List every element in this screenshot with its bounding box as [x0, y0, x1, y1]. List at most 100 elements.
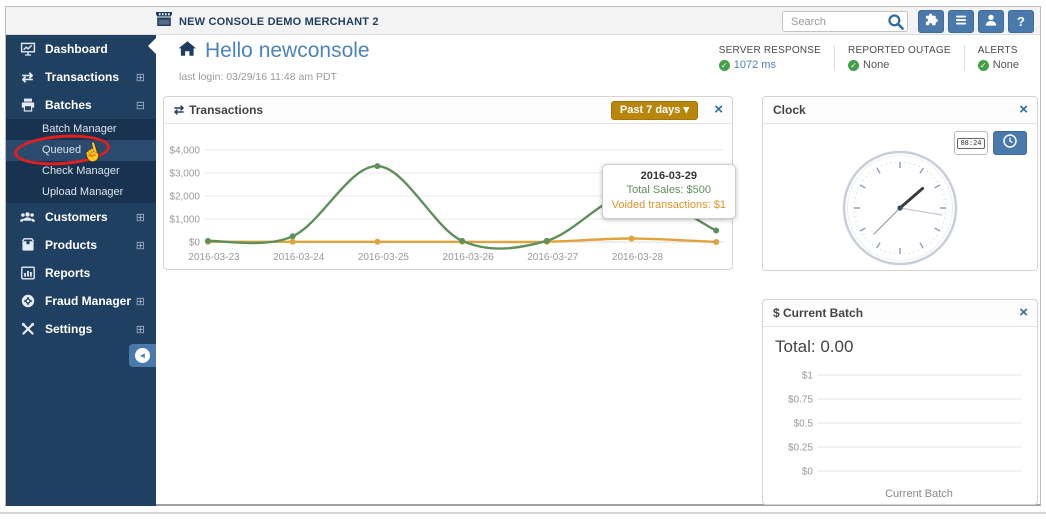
app-window: NEW CONSOLE DEMO MERCHANT 2 — [5, 6, 1041, 506]
svg-text:$0.5: $0.5 — [794, 419, 814, 430]
sidebar-collapse-button[interactable]: ◄ — [129, 344, 156, 367]
svg-text:$1: $1 — [802, 371, 814, 382]
plugins-button[interactable] — [918, 10, 944, 33]
svg-text:2016-03-27: 2016-03-27 — [527, 252, 579, 263]
svg-text:Current Batch: Current Batch — [885, 488, 953, 500]
sidebar-item-transactions[interactable]: ⇄ Transactions ⊞ — [6, 63, 156, 91]
batch-total: Total: 0.00 — [775, 337, 854, 356]
help-button[interactable]: ? — [1008, 10, 1034, 33]
analog-clock-icon — [1002, 133, 1018, 154]
sidebar-item-label: Batches — [45, 98, 92, 112]
user-icon — [983, 12, 999, 31]
sidebar-item-label: Transactions — [45, 70, 120, 84]
sidebar-item-fraud-manager[interactable]: Fraud Manager ⊞ — [6, 287, 156, 315]
sidebar-item-reports[interactable]: Reports — [6, 259, 156, 287]
status-label: REPORTED OUTAGE — [848, 45, 951, 56]
status-reported-outage: REPORTED OUTAGE ✓ None — [834, 45, 964, 71]
check-circle-icon: ✓ — [848, 59, 860, 71]
svg-text:$3,000: $3,000 — [169, 169, 200, 180]
sidebar-subitem-batch-manager[interactable]: Batch Manager — [42, 123, 117, 135]
sidebar-subitem-queued[interactable]: Queued — [6, 140, 156, 161]
svg-text:$0.25: $0.25 — [788, 443, 813, 454]
sidebar-item-settings[interactable]: Settings ⊞ — [6, 315, 156, 343]
greeting-text: Hello newconsole — [205, 39, 370, 62]
current-batch-body: Total: 0.00 $1 $0.75 $0.5 $0.25 $0 Current Ba… — [763, 327, 1037, 518]
dashboard-chart-icon — [19, 41, 36, 58]
sidebar-item-label: Customers — [45, 210, 108, 224]
expand-plus-icon[interactable]: ⊞ — [135, 323, 145, 336]
svg-text:$0: $0 — [802, 467, 814, 478]
topbar: NEW CONSOLE DEMO MERCHANT 2 — [6, 7, 1040, 35]
expand-minus-icon[interactable]: ⊟ — [135, 99, 145, 112]
transactions-line-chart: $0 $1,000 $2,000 $3,000 $4,000 2016-03-23 2016… — [169, 146, 724, 263]
batches-submenu: Batch Manager Queued Check Manager Uploa… — [6, 119, 156, 203]
status-alerts: ALERTS ✓ None — [963, 45, 1032, 71]
active-item-arrow — [148, 38, 156, 54]
search-input[interactable] — [782, 11, 908, 32]
people-icon — [19, 209, 36, 226]
menu-button[interactable] — [948, 10, 974, 33]
sidebar-item-batches[interactable]: Batches ⊟ — [6, 91, 156, 119]
tooltip-total-sales: Total Sales: $500 — [626, 184, 712, 196]
shield-target-icon — [19, 293, 36, 310]
search-icon[interactable] — [887, 13, 905, 36]
storefront-icon — [155, 11, 173, 32]
bar-chart-icon — [19, 265, 36, 282]
sidebar-item-label: Reports — [45, 266, 91, 280]
svg-text:2016-03-24: 2016-03-24 — [273, 252, 325, 263]
search-box — [782, 11, 908, 32]
clock-mode-toggles: 08:24 — [954, 131, 1027, 155]
status-server-response: SERVER RESPONSE ✓ 1072 ms — [706, 45, 834, 71]
printer-icon — [19, 97, 36, 114]
analog-clock-button[interactable] — [993, 131, 1027, 155]
status-value: 1072 ms — [733, 59, 776, 71]
panel-title: Clock — [773, 103, 806, 117]
expand-plus-icon[interactable]: ⊞ — [135, 295, 145, 308]
collapse-arrow-icon: ◄ — [135, 348, 150, 363]
svg-text:2016-03-26: 2016-03-26 — [443, 252, 495, 263]
brand: NEW CONSOLE DEMO MERCHANT 2 — [155, 11, 379, 32]
svg-text:2016-03-28: 2016-03-28 — [612, 252, 664, 263]
account-button[interactable] — [978, 10, 1004, 33]
sidebar-item-customers[interactable]: Customers ⊞ — [6, 203, 156, 231]
current-batch-panel-header: $ Current Batch × — [763, 300, 1037, 327]
expand-plus-icon[interactable]: ⊞ — [135, 211, 145, 224]
merchant-name: NEW CONSOLE DEMO MERCHANT 2 — [179, 15, 379, 28]
expand-plus-icon[interactable]: ⊞ — [135, 239, 145, 252]
svg-text:2016-03-23: 2016-03-23 — [188, 252, 240, 263]
current-batch-panel: $ Current Batch × Total: 0.00 $1 $0.75 $0.… — [762, 299, 1038, 505]
analog-clock — [842, 150, 958, 266]
sidebar-subitem-upload-manager[interactable]: Upload Manager — [42, 186, 124, 198]
transactions-chart-area: $0 $1,000 $2,000 $3,000 $4,000 2016-03-23 2016… — [164, 124, 736, 275]
clock-panel-header: Clock × — [763, 97, 1037, 124]
svg-text:$0.75: $0.75 — [788, 395, 813, 406]
window-shadow — [0, 512, 1046, 514]
transactions-panel: ⇄ Transactions Past 7 days ▾ × $0 $1,000 $2… — [163, 96, 736, 270]
status-bar: SERVER RESPONSE ✓ 1072 ms REPORTED OUTAG… — [706, 45, 1032, 71]
home-icon — [178, 40, 197, 63]
sidebar-item-dashboard[interactable]: Dashboard — [6, 35, 156, 63]
svg-text:$1,000: $1,000 — [169, 215, 200, 226]
tooltip-date: 2016-03-29 — [640, 170, 697, 182]
status-label: ALERTS — [977, 45, 1018, 56]
topbar-actions: ? — [782, 10, 1034, 33]
puzzle-icon — [923, 12, 939, 31]
sidebar-subitem-check-manager[interactable]: Check Manager — [42, 165, 120, 177]
svg-text:$0: $0 — [189, 238, 201, 249]
sidebar-item-products[interactable]: Products ⊞ — [6, 231, 156, 259]
page-title: Hello newconsole — [178, 39, 370, 63]
hamburger-icon — [953, 12, 969, 31]
svg-text:$4,000: $4,000 — [169, 146, 200, 157]
close-icon[interactable]: × — [1019, 101, 1028, 118]
close-icon[interactable]: × — [714, 101, 723, 118]
sidebar: Dashboard ⇄ Transactions ⊞ Batches ⊟ Bat… — [6, 35, 156, 506]
panel-title: Transactions — [189, 103, 264, 117]
last-login: last login: 03/29/16 11:48 am PDT — [179, 71, 337, 83]
date-range-dropdown[interactable]: Past 7 days ▾ — [610, 101, 698, 120]
close-icon[interactable]: × — [1019, 304, 1028, 321]
digital-clock-button[interactable]: 08:24 — [954, 131, 988, 155]
wrench-tools-icon — [19, 321, 36, 338]
expand-plus-icon[interactable]: ⊞ — [135, 71, 145, 84]
package-icon — [19, 237, 36, 254]
